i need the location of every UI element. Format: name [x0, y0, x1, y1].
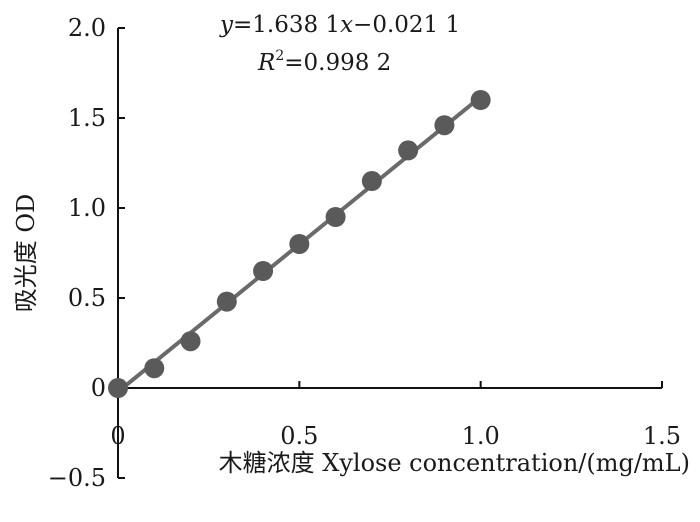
y-tick-label: 0 — [91, 374, 106, 402]
r-squared: R2=0.998 2 — [257, 48, 391, 76]
ticks — [117, 27, 663, 479]
data-point — [253, 261, 274, 281]
x-tick-label: 0 — [110, 422, 125, 450]
y-axis-title: 吸光度 OD — [12, 194, 40, 313]
x-axis-title: 木糖浓度 Xylose concentration/(mg/mL) — [219, 449, 690, 477]
y-tick-label: 1.0 — [68, 194, 106, 222]
data-point — [325, 207, 346, 227]
x-tick-label: 1.0 — [462, 422, 500, 450]
x-tick-label: 1.5 — [643, 422, 681, 450]
data-point — [108, 378, 128, 398]
y-tick-label: 2.0 — [68, 14, 106, 42]
tick-labels: −0.500.51.01.52.00 0.5 1.0 1.5 — [48, 14, 681, 492]
r-squared-exponent: 2 — [275, 48, 284, 64]
data-point — [470, 90, 491, 110]
data-point — [180, 331, 201, 352]
equation-x-var: x — [340, 12, 353, 38]
data-points — [108, 90, 491, 398]
r-squared-symbol: R — [257, 50, 275, 76]
data-point — [216, 291, 237, 312]
data-point — [361, 171, 382, 191]
x-tick-label: 0.5 — [280, 422, 318, 450]
data-point — [289, 234, 310, 254]
equation-intercept: −0.021 1 — [353, 12, 460, 38]
data-point — [144, 358, 165, 379]
data-point — [434, 115, 455, 136]
data-point — [398, 140, 419, 161]
equation-coef: =1.638 1 — [233, 12, 340, 38]
y-tick-label: 1.5 — [68, 104, 106, 132]
y-tick-label: −0.5 — [48, 464, 106, 492]
regression-equation: y=1.638 1x−0.021 1 — [219, 12, 460, 38]
equation-y-var: y — [219, 12, 234, 38]
r-squared-value: =0.998 2 — [284, 50, 391, 76]
y-tick-label: 0.5 — [68, 284, 106, 312]
